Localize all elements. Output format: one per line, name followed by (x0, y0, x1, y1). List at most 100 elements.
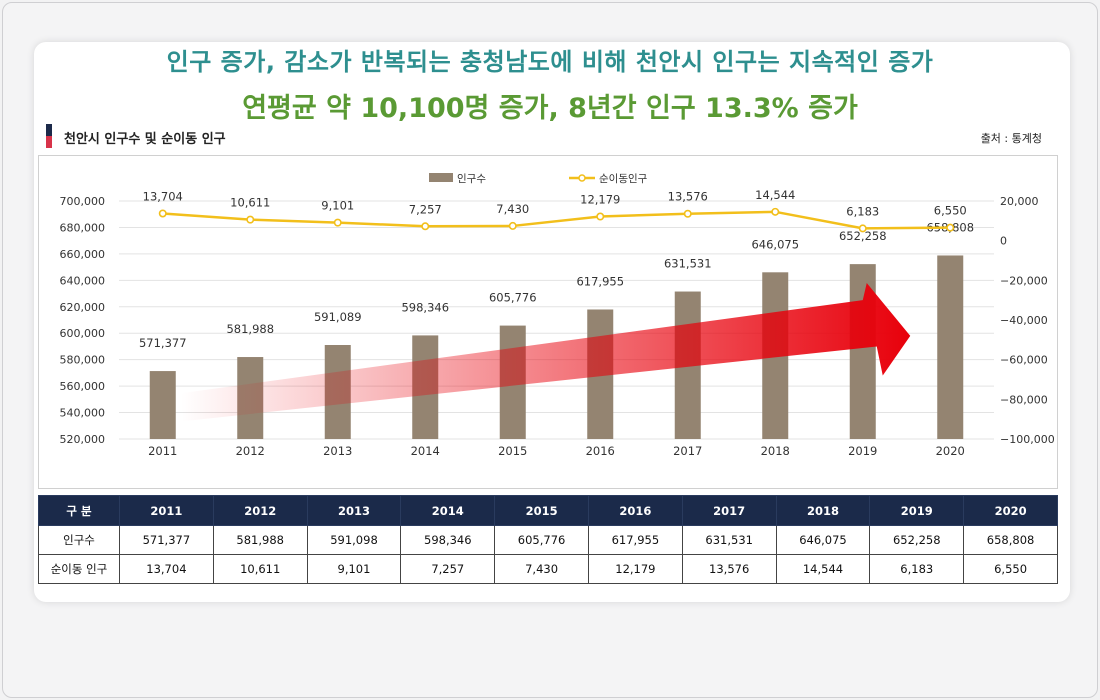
combo-chart: 520,000 540,000 560,000 580,000 600,000 620,0… (60, 173, 1055, 458)
line-point-2014 (421, 222, 430, 231)
table-header-year: 2019 (869, 495, 965, 526)
line-label: 12,179 (580, 193, 620, 207)
line-label: 10,611 (230, 196, 270, 210)
x-tick: 2013 (323, 444, 352, 458)
row-label: 인구수 (38, 525, 120, 555)
y-left-tick: 560,000 (60, 380, 106, 393)
line-point-2019 (858, 224, 867, 233)
line-label: 13,576 (668, 190, 708, 204)
x-tick: 2016 (586, 444, 615, 458)
x-tick: 2014 (411, 444, 440, 458)
headline-line1: 인구 증가, 감소가 반복되는 충청남도에 비해 천안시 인구는 지속적인 증가 (166, 48, 934, 76)
line-label: 13,704 (143, 189, 183, 203)
table-cell: 9,101 (306, 554, 402, 584)
bar-label: 571,377 (139, 336, 187, 350)
bar-label: 591,089 (314, 310, 362, 324)
y-left-tick: 620,000 (60, 301, 106, 314)
line-point-2012 (246, 215, 255, 224)
line-label: 7,257 (409, 202, 442, 216)
y-right-tick: −40,000 (1000, 314, 1048, 327)
x-tick: 2011 (148, 444, 177, 458)
table-cell: 7,257 (400, 554, 496, 584)
line-point-2020 (946, 223, 955, 232)
y-left-tick: 680,000 (60, 221, 106, 234)
table-row: 인구수 571,377 581,988 591,098 598,346 605,776 61… (38, 525, 1058, 555)
x-tick: 2015 (498, 444, 527, 458)
table-header-year: 2013 (306, 495, 402, 526)
chart-container: 520,000 540,000 560,000 580,000 600,000 620,0… (38, 155, 1058, 489)
y-left-tick: 580,000 (60, 354, 106, 367)
y-right-tick: −80,000 (1000, 393, 1048, 406)
bar-label: 652,258 (839, 229, 887, 243)
bar-label: 617,955 (576, 274, 624, 288)
table-header-year: 2014 (400, 495, 496, 526)
table-cell: 10,611 (212, 554, 308, 584)
row-label: 순이동 인구 (38, 554, 120, 584)
line-label: 6,183 (846, 204, 879, 218)
data-table: 구 분 2011 2012 2013 2014 2015 2016 2017 2018 2019 2… (38, 495, 1058, 584)
table-cell: 631,531 (681, 525, 777, 555)
table-header-year: 2017 (681, 495, 777, 526)
x-tick: 2018 (761, 444, 790, 458)
bar-label: 581,988 (226, 322, 274, 336)
bar-label: 605,776 (489, 291, 537, 305)
line-point-2013 (333, 218, 342, 227)
table-cell: 591,098 (306, 525, 402, 555)
table-cell: 581,988 (212, 525, 308, 555)
y-right-tick: −60,000 (1000, 354, 1048, 367)
line-label: 14,544 (755, 188, 795, 202)
table-row: 순이동 인구 13,704 10,611 9,101 7,257 7,430 12,179 1… (38, 554, 1058, 584)
y-left-tick: 640,000 (60, 274, 106, 287)
line-point-2017 (683, 209, 692, 218)
table-header-year: 2015 (494, 495, 589, 526)
table-cell: 13,704 (119, 554, 214, 584)
table-header-year: 2020 (963, 495, 1058, 526)
table-cell: 571,377 (119, 525, 214, 555)
y-left-tick: 520,000 (60, 433, 106, 446)
line-point-2011 (158, 209, 167, 218)
line-label: 7,430 (496, 202, 529, 216)
table-cell: 6,550 (963, 554, 1058, 584)
trend-arrow (180, 282, 911, 422)
y-left-tick: 700,000 (60, 195, 106, 208)
legend-swatch-bar (429, 173, 453, 182)
table-cell: 13,576 (681, 554, 777, 584)
y-right-tick: −100,000 (1000, 433, 1055, 446)
y-left-tick: 600,000 (60, 327, 106, 340)
y-right-tick: −20,000 (1000, 274, 1048, 287)
y-right-tick: 20,000 (1000, 195, 1039, 208)
table-cell: 14,544 (775, 554, 871, 584)
legend-label: 인구수 (457, 173, 486, 185)
table-header-year: 2016 (587, 495, 683, 526)
line-series-net-migration (162, 210, 951, 230)
line-point-2018 (771, 207, 780, 216)
bar-label: 598,346 (401, 300, 449, 314)
table-cell: 617,955 (587, 525, 683, 555)
title-marker (46, 124, 52, 148)
table-cell: 652,258 (869, 525, 965, 555)
table-cell: 646,075 (775, 525, 871, 555)
table-cell: 12,179 (587, 554, 683, 584)
line-point-2016 (596, 212, 605, 221)
x-tick: 2020 (936, 444, 965, 458)
chart-title: 천안시 인구수 및 순이동 인구 (64, 132, 226, 147)
legend-label: 순이동인구 (599, 173, 648, 185)
table-header-year: 2012 (212, 495, 308, 526)
table-header-label: 구 분 (38, 495, 120, 526)
table-cell: 658,808 (963, 525, 1058, 555)
line-label: 6,550 (934, 204, 967, 218)
x-tick: 2012 (236, 444, 265, 458)
line-point-2015 (508, 221, 517, 230)
table-header-year: 2018 (775, 495, 871, 526)
bar-2011 (149, 371, 176, 439)
y-right-tick: 0 (1000, 235, 1007, 248)
table-cell: 6,183 (869, 554, 965, 584)
bar-label: 646,075 (751, 237, 799, 251)
bar-2020 (937, 255, 964, 439)
y-left-tick: 540,000 (60, 407, 106, 420)
source-note: 출처 : 통계청 (980, 132, 1042, 145)
table-cell: 7,430 (494, 554, 589, 584)
legend-swatch-point (578, 174, 586, 182)
x-tick: 2017 (673, 444, 702, 458)
y-left-tick: 660,000 (60, 248, 106, 261)
